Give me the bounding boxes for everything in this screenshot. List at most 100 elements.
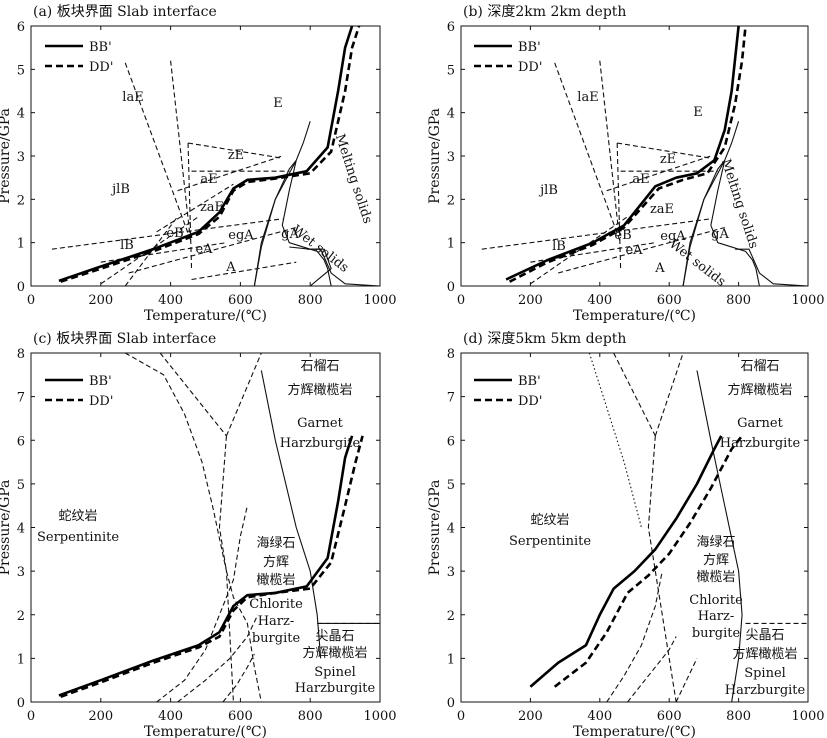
y-tick-label: 1 — [447, 652, 455, 667]
y-tick-label: 1 — [17, 237, 25, 252]
y-tick-label: 2 — [17, 193, 25, 208]
region-label: eA — [625, 243, 643, 258]
region-label: Serpentinite — [509, 534, 591, 549]
series-line — [508, 26, 747, 283]
x-tick-label: 400 — [587, 293, 612, 308]
region-label: burgite — [252, 631, 301, 646]
series-line — [553, 435, 744, 688]
legend-label: DD' — [518, 394, 542, 409]
region-label: egA — [228, 228, 254, 243]
x-tick-label: 200 — [518, 293, 543, 308]
y-tick-label: 1 — [17, 652, 25, 667]
phase-boundary-line — [187, 142, 193, 269]
region-label: laE — [122, 90, 143, 105]
series-line — [529, 435, 723, 688]
y-tick-label: 0 — [447, 696, 455, 711]
phase-boundary-line — [156, 505, 248, 702]
region-label: 方辉橄榄岩 — [727, 382, 792, 398]
y-tick-label: 0 — [447, 280, 455, 295]
region-label: 海绿石 — [256, 536, 295, 551]
region-label: 方辉橄榄岩 — [302, 645, 367, 661]
phase-boundary-line — [606, 155, 712, 192]
region-label: Harz- — [258, 614, 295, 629]
region-label: 方辉橄榄岩 — [732, 646, 797, 662]
series-line — [58, 435, 354, 697]
region-label: 方辉 — [703, 552, 729, 568]
region-label: 尖晶石 — [745, 628, 784, 643]
chart-title: (d) 深度5km 5km depth — [463, 331, 626, 347]
phase-boundary-line — [306, 248, 380, 286]
phase-boundary-line — [599, 60, 620, 235]
phase-boundary-line — [124, 216, 179, 286]
region-label: Spinel — [314, 665, 356, 680]
chart-panel-1: (a) 板块界面 Slab interface 0 200 400 600 800 1000… — [0, 4, 397, 324]
y-tick-label: 5 — [447, 63, 455, 78]
y-tick-label: 8 — [17, 347, 25, 362]
y-tick-label: 6 — [17, 434, 25, 449]
x-tick-label: 200 — [88, 293, 113, 308]
plot-area — [529, 353, 808, 702]
y-tick-label: 2 — [17, 609, 25, 624]
region-label: E — [273, 96, 283, 111]
y-tick-label: 2 — [447, 609, 455, 624]
phase-boundary-line — [682, 160, 760, 286]
region-label: Harzburgite — [720, 436, 801, 451]
region-label: jlB — [538, 183, 558, 198]
y-tick-label: 0 — [17, 696, 25, 711]
y-tick-label: 7 — [17, 391, 25, 406]
region-label: Harzburgite — [280, 436, 361, 451]
legend-label: BB' — [518, 374, 541, 389]
phase-boundary-line — [260, 370, 322, 659]
phase-boundary-line — [654, 353, 684, 437]
x-tick-label: 400 — [158, 709, 183, 724]
legend-label: DD' — [89, 394, 113, 409]
legend-label: BB' — [89, 40, 112, 55]
x-tick-label: 600 — [657, 293, 682, 308]
region-label: Melting solids — [332, 132, 375, 225]
plot-area — [481, 26, 808, 286]
phase-boundary-line — [558, 226, 725, 274]
phase-boundary-line — [647, 435, 677, 702]
phase-boundary-line — [51, 218, 283, 250]
region-label: 蛇纹岩 — [58, 509, 97, 524]
series-line — [505, 26, 740, 281]
region-label: Spinel — [744, 666, 786, 681]
phase-boundary-line — [177, 614, 259, 702]
chart-panel-4: (d) 深度5km 5km depth 0 200 400 600 800 1000 0 1 2 3… — [427, 331, 825, 738]
region-label: egA — [660, 229, 686, 244]
series-line — [60, 435, 364, 698]
phase-boundary-line — [682, 121, 740, 286]
series-line — [60, 26, 361, 283]
region-label: lB — [120, 238, 134, 253]
region-label: eB — [614, 228, 631, 243]
x-tick-label: 800 — [726, 709, 751, 724]
y-tick-label: 5 — [17, 63, 25, 78]
legend-label: DD' — [518, 60, 542, 75]
phase-boundary-line — [606, 571, 663, 702]
phase-boundary-line — [616, 142, 622, 269]
y-axis-label: Pressure/GPa — [0, 108, 13, 204]
region-label: Wet solids — [666, 237, 728, 290]
y-tick-label: 2 — [447, 193, 455, 208]
x-axis-label: Temperature/(℃) — [144, 724, 267, 738]
region-label: zE — [660, 152, 676, 167]
chart-title: (c) 板块界面 Slab interface — [33, 331, 216, 347]
x-axis-label: Temperature/(℃) — [573, 724, 696, 738]
x-tick-label: 800 — [298, 709, 323, 724]
x-tick-label: 0 — [457, 293, 465, 308]
phase-boundary-line — [735, 248, 808, 286]
phase-boundary-line — [675, 658, 698, 702]
x-tick-label: 200 — [518, 709, 543, 724]
region-label: Serpentinite — [37, 530, 119, 545]
region-label: aE — [200, 172, 217, 187]
x-tick-label: 400 — [587, 709, 612, 724]
phase-boundary-line — [530, 216, 628, 285]
phase-boundary-line — [627, 636, 677, 702]
chart-title: (a) 板块界面 Slab interface — [33, 4, 217, 20]
region-label: 方辉 — [263, 554, 289, 570]
legend-label: BB' — [518, 40, 541, 55]
y-tick-label: 4 — [447, 107, 455, 122]
legend-label: DD' — [89, 60, 113, 75]
phase-boundary-line — [481, 218, 711, 250]
